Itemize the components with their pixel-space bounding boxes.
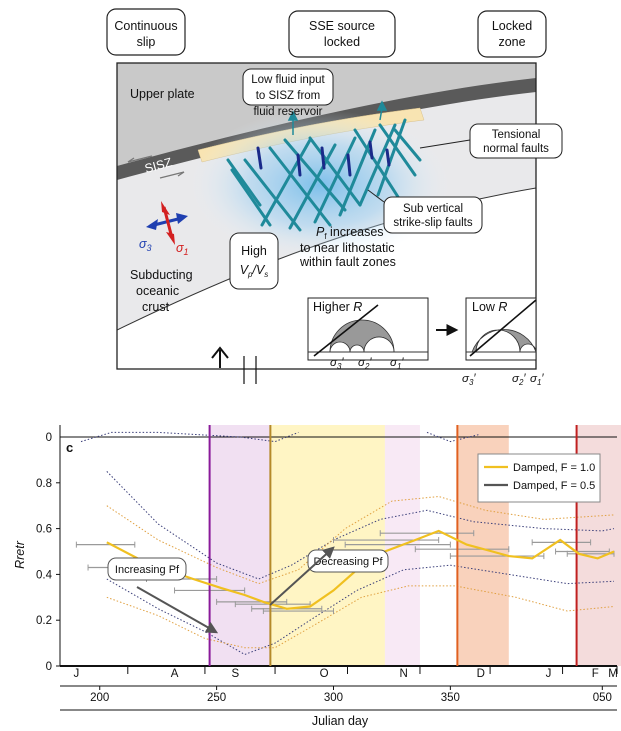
x-tick-label-4: 050 (593, 692, 612, 704)
y-tick-label-1: 0.2 (36, 615, 52, 627)
low-fluid-l3: fluid reservoir (253, 106, 322, 118)
pf-l2: to near lithostatic (300, 241, 395, 255)
pf-l1: Pf increases (316, 225, 384, 241)
legend-box (477, 453, 601, 503)
legend-label-0: Damped, F = 1.0 (513, 462, 595, 474)
month-label-1: A (171, 668, 179, 680)
y-axis-label: Rretr (13, 540, 27, 569)
upper-plate-label-l1: Upper plate (130, 87, 195, 101)
month-label-7: F (592, 668, 599, 680)
envelope-1 (106, 564, 615, 656)
arrow-increasing (136, 586, 219, 634)
mohr-left-s3: σ3′ (330, 357, 344, 371)
arrow-decreasing (269, 546, 335, 606)
header-continuous-slip-l2: slip (137, 35, 156, 49)
x-axis-label: Julian day (312, 714, 369, 728)
legend-label-1: Damped, F = 0.5 (513, 480, 595, 492)
mohr-left-s2: σ2′ (358, 357, 372, 371)
shaded-band-1 (270, 425, 385, 666)
y-tick-label-4: 0.8 (36, 478, 52, 490)
stress-axes (146, 201, 188, 245)
pf-l3: within fault zones (299, 255, 396, 269)
month-label-8: M (608, 668, 618, 680)
subvertical-l1: Sub vertical (403, 203, 463, 215)
x-tick-label-0: 200 (90, 692, 109, 704)
envelope-2 (106, 495, 615, 585)
month-label-5: D (477, 668, 485, 680)
y-tick-label-top: 0 (46, 432, 52, 444)
envelope-0 (106, 471, 615, 580)
higher-r-label: Higher R (313, 300, 362, 314)
mohr-right-s2: σ2′ (512, 373, 526, 387)
mohr-left-s1: σ1′ (390, 357, 404, 371)
y-tick-label-2: 0.4 (36, 569, 53, 581)
month-label-4: N (399, 668, 407, 680)
high-vpvs-l2: Vp/Vs (240, 263, 269, 279)
month-label-6: J (546, 668, 552, 680)
low-r-label: Low R (472, 300, 507, 314)
month-label-3: O (320, 668, 329, 680)
mohr-right-s1: σ1′ (530, 373, 544, 387)
tensional-l1: Tensional (492, 129, 541, 141)
month-label-0: J (73, 668, 79, 680)
header-sse-l2: locked (324, 35, 360, 49)
tensional-l2: normal faults (483, 143, 549, 155)
y-tick-label-3: 0.6 (36, 524, 52, 536)
x-tick-label-3: 350 (441, 692, 460, 704)
header-locked-l2: zone (498, 35, 525, 49)
header-sse-l1: SSE source (309, 19, 375, 33)
subducting-l3: crust (142, 300, 170, 314)
annotation-increasing: Increasing Pf (115, 564, 180, 576)
panel-letter: c (66, 440, 73, 455)
mohr-low-r: Low R σ3′ σ2′ σ1′ (462, 297, 544, 387)
subvertical-l2: strike-slip faults (393, 217, 472, 229)
header-continuous-slip-l1: Continuous (114, 19, 177, 33)
annotation-box-increasing (107, 557, 187, 581)
header-locked-l1: Locked (492, 19, 532, 33)
low-fluid-l1: Low fluid input (251, 74, 325, 86)
subducting-l2: oceanic (136, 284, 179, 298)
top-diagram: Continuous slip SSE source locked Locked… (106, 8, 563, 387)
y-tick-label-0: 0 (46, 661, 52, 673)
up-arrow (211, 346, 257, 384)
low-fluid-l2: to SISZ from (256, 90, 321, 102)
envelope-4 (80, 431, 299, 443)
month-label-2: S (231, 668, 239, 680)
strike-slip-faults (256, 140, 391, 177)
x-tick-label-2: 300 (324, 692, 343, 704)
shaded-band-0 (209, 425, 271, 666)
mohr-right-s3: σ3′ (462, 373, 476, 387)
annotation-decreasing: Decreasing Pf (313, 556, 383, 568)
chart: 0 0.2 0.4 0.6 0.8 0 Rretr c J A S O N D J F M 200 250 300 35… (13, 425, 621, 728)
envelope-5 (426, 431, 479, 443)
x-tick-label-1: 250 (207, 692, 226, 704)
high-vpvs-l1: High (241, 244, 267, 258)
mohr-higher-r: Higher R σ3′ σ2′ σ1′ (307, 297, 429, 371)
subducting-l1: Subducting (130, 268, 193, 282)
tensional-faults (226, 118, 422, 232)
